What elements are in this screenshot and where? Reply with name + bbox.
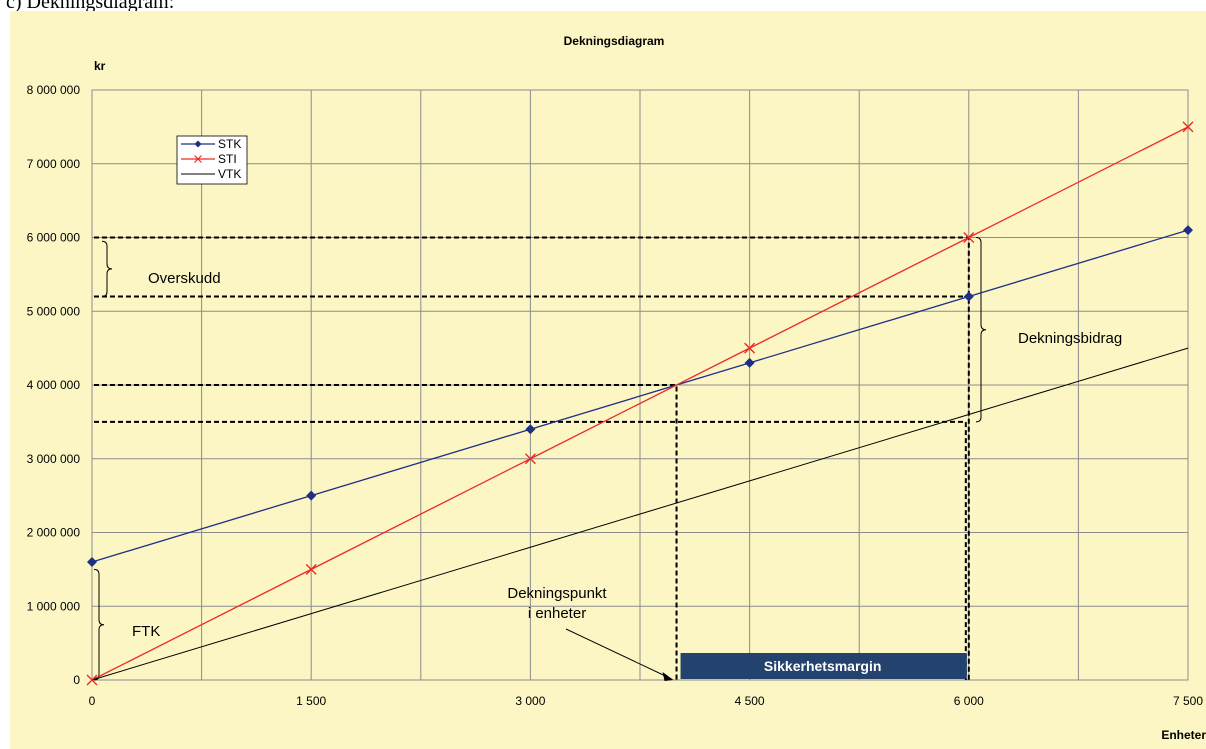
annotation-dekningsbidrag: Dekningsbidrag bbox=[1018, 330, 1122, 347]
y-tick-label: 1 000 000 bbox=[27, 599, 81, 613]
x-tick-label: 7 500 bbox=[1173, 694, 1203, 708]
y-tick-label: 8 000 000 bbox=[27, 83, 81, 97]
annotation-dekningspunkt: Dekningspunkt bbox=[507, 585, 607, 602]
x-tick-label: 4 500 bbox=[735, 694, 765, 708]
y-axis-label: kr bbox=[94, 59, 106, 73]
x-axis-label: Enheter bbox=[1161, 728, 1206, 742]
y-tick-label: 7 000 000 bbox=[27, 157, 81, 171]
legend: STK STI VTK bbox=[177, 136, 247, 184]
y-tick-label: 6 000 000 bbox=[27, 231, 81, 245]
annotation-i-enheter: i enheter bbox=[528, 605, 586, 622]
safety-margin-label: Sikkerhetsmargin bbox=[764, 658, 882, 674]
y-tick-label: 3 000 000 bbox=[27, 452, 81, 466]
legend-sti-label: STI bbox=[218, 152, 237, 166]
chart-title: Dekningsdiagram bbox=[564, 34, 665, 48]
chart-background bbox=[10, 11, 1206, 749]
legend-stk-label: STK bbox=[218, 137, 241, 151]
x-tick-label: 6 000 bbox=[954, 694, 984, 708]
y-tick-label: 4 000 000 bbox=[27, 378, 81, 392]
y-tick-label: 0 bbox=[73, 673, 80, 687]
annotation-overskudd: Overskudd bbox=[148, 270, 221, 287]
y-tick-label: 5 000 000 bbox=[27, 304, 81, 318]
annotation-ftk: FTK bbox=[132, 623, 160, 640]
y-tick-label: 2 000 000 bbox=[27, 526, 81, 540]
legend-vtk-label: VTK bbox=[218, 167, 241, 181]
x-tick-label: 0 bbox=[89, 694, 96, 708]
x-tick-label: 3 000 bbox=[515, 694, 545, 708]
x-tick-label: 1 500 bbox=[296, 694, 326, 708]
